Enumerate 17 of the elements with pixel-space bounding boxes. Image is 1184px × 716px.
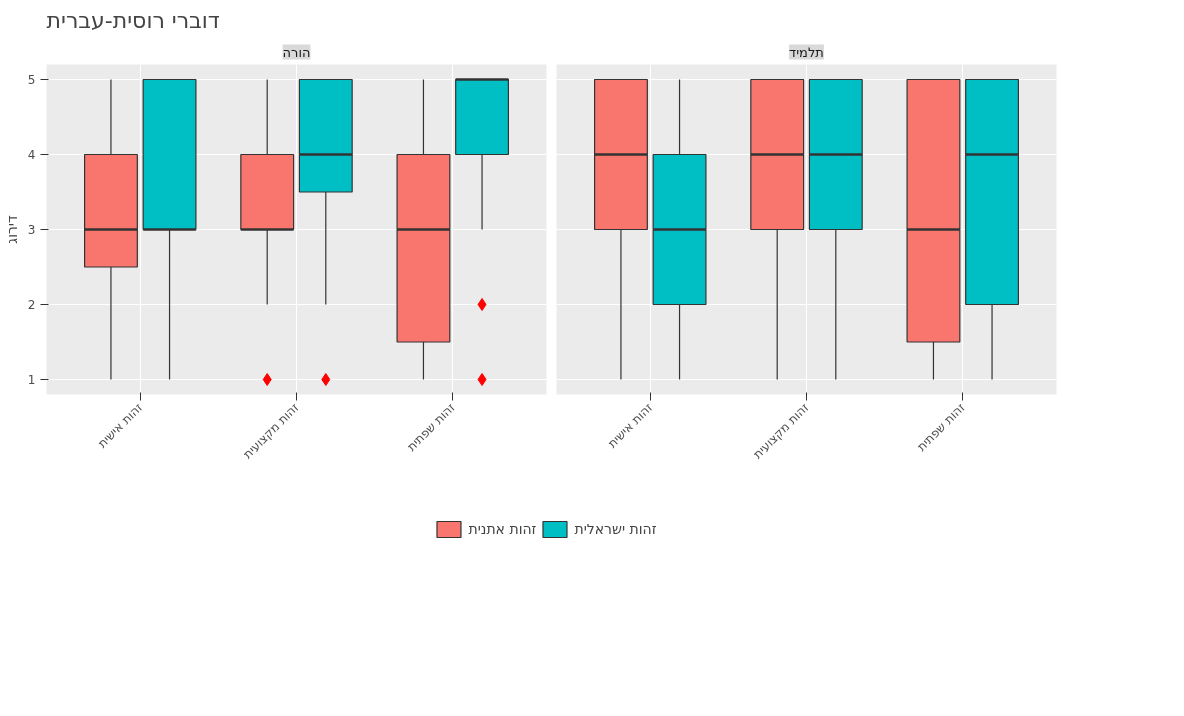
x-tick-label: זהות מקצועית xyxy=(750,400,812,462)
x-tick-label: זהות אישית xyxy=(95,400,146,451)
legend-label: זהות ישראלית xyxy=(574,521,657,537)
y-tick-label: 4 xyxy=(27,148,36,162)
legend-label: זהות אתנית xyxy=(468,521,537,537)
y-axis-title: דירוג xyxy=(3,215,20,244)
chart-subtitle: תלמיד xyxy=(789,44,824,60)
x-tick-label: זהות שפתית xyxy=(914,400,968,454)
chart-title: דוברי רוסית-עברית xyxy=(46,7,220,33)
y-tick-label: 5 xyxy=(27,73,36,87)
x-tick-label: זהות מקצועית xyxy=(240,400,302,462)
y-tick-label: 1 xyxy=(27,373,36,387)
x-tick-label: זהות אישית xyxy=(605,400,656,451)
y-tick-label: 2 xyxy=(27,298,36,312)
chart-subtitle: הורה xyxy=(282,44,311,60)
x-tick-label: זהות שפתית xyxy=(404,400,458,454)
y-tick-label: 3 xyxy=(27,223,36,237)
